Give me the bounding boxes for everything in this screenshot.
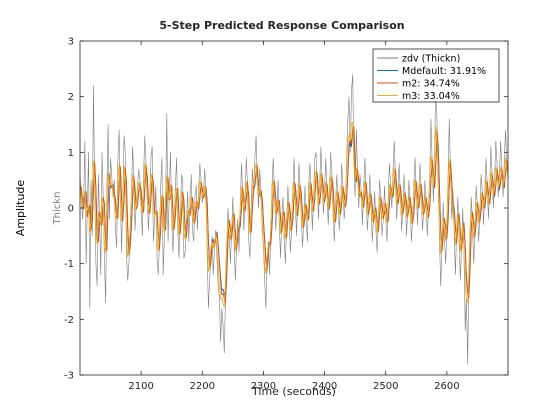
- x-axis-ticks: 2100 2200 2300 2400 2500 2600: [128, 41, 509, 392]
- legend-label: m3: 33.04%: [402, 91, 460, 102]
- chart-title: 5-Step Predicted Response Comparison: [159, 19, 404, 32]
- x-tick-label: 2400: [312, 381, 337, 392]
- series-layer: [79, 74, 509, 365]
- legend-items: zdv (Thickn)Mdefault: 31.91% m2: 34.74%m3…: [377, 54, 486, 102]
- x-axis-label: Time (seconds): [251, 385, 336, 398]
- channel-label: Thickn: [52, 192, 63, 226]
- x-tick-label: 2600: [434, 381, 459, 392]
- y-tick-label: 0: [68, 204, 74, 215]
- series-line-model-3: [79, 121, 509, 308]
- legend-label: m2: 34.74%: [402, 79, 460, 90]
- legend[interactable]: zdv (Thickn)Mdefault: 31.91% m2: 34.74%m3…: [372, 48, 500, 103]
- y-tick-label: 2: [68, 92, 74, 103]
- x-tick-label: 2200: [190, 381, 215, 392]
- y-tick-label: 1: [68, 148, 74, 159]
- y-tick-label: -2: [64, 315, 74, 326]
- x-tick-label: 2100: [128, 381, 153, 392]
- x-tick-label: 2300: [251, 381, 276, 392]
- y-tick-label: -3: [64, 371, 74, 382]
- y-tick-label: 3: [68, 37, 74, 48]
- legend-label: zdv (Thickn): [402, 54, 460, 65]
- y-axis-label: Amplitude: [14, 180, 27, 237]
- y-axis-ticks: -3 -2 -1 0 1 2 3: [64, 37, 508, 382]
- legend-label: Mdefault: 31.91%: [402, 66, 486, 77]
- y-tick-label: -1: [64, 259, 74, 270]
- x-tick-label: 2500: [373, 381, 398, 392]
- series-line-measured: [79, 74, 509, 365]
